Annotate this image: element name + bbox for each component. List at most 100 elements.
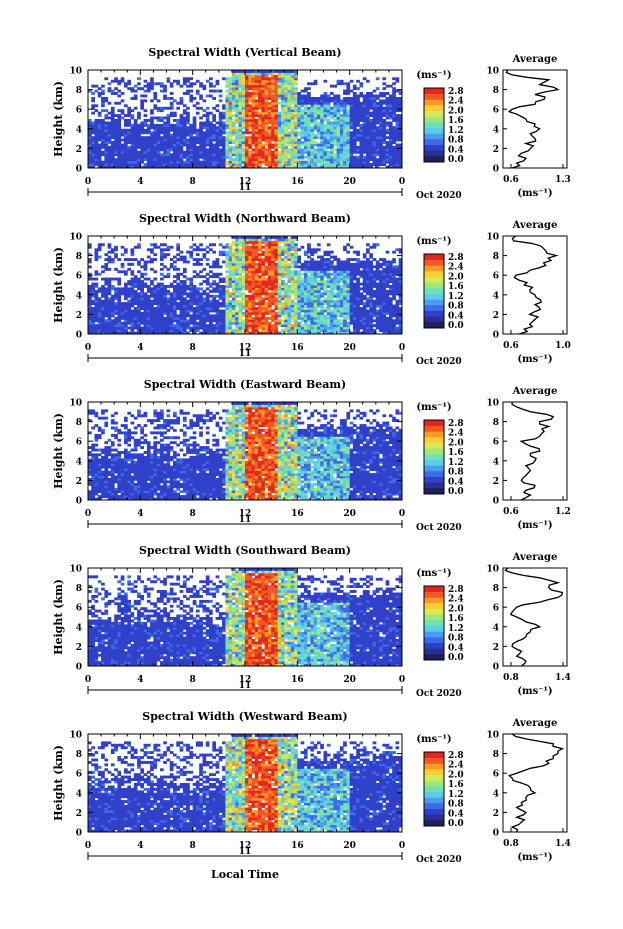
heatmap-cell (156, 158, 161, 162)
heatmap-cell (362, 121, 367, 125)
heatmap-cell (222, 126, 226, 130)
heatmap-cell (254, 258, 259, 261)
heatmap-cell (137, 82, 141, 86)
heatmap-cell (294, 111, 298, 115)
heatmap-cell (133, 245, 138, 249)
heatmap-cell (231, 316, 236, 320)
heatmap-cell (235, 314, 239, 318)
heatmap-cell (366, 163, 370, 166)
heatmap-cell (382, 77, 387, 81)
heatmap-cell (225, 99, 230, 103)
heatmap-cell (124, 165, 128, 169)
heatmap-cell (202, 145, 207, 149)
heatmap-cell (320, 121, 324, 125)
heatmap-cell (146, 82, 151, 86)
heatmap-cell (156, 307, 161, 310)
heatmap-cell (88, 302, 92, 305)
heatmap-cell (284, 316, 288, 320)
heatmap-cell (297, 265, 301, 269)
heatmap-cell (146, 160, 151, 164)
heatmap-cell (140, 104, 144, 108)
heatmap-cell (228, 265, 233, 269)
heatmap-cell (218, 324, 223, 328)
heatmap-cell (169, 123, 174, 127)
heatmap-cell (300, 143, 305, 147)
heatmap-cell (91, 153, 95, 157)
heatmap-cell (307, 304, 311, 308)
heatmap-cell (120, 289, 125, 293)
heatmap-cell (248, 258, 252, 261)
heatmap-cell (173, 324, 177, 328)
heatmap-cell (277, 294, 282, 298)
heatmap-cell (281, 143, 285, 147)
heatmap-cell (287, 150, 292, 154)
heatmap-cell (388, 116, 393, 120)
heatmap-cell (146, 131, 151, 135)
heatmap-cell (290, 106, 295, 110)
heatmap-cell (209, 304, 213, 308)
heatmap-cell (392, 160, 396, 164)
heatmap-cell (163, 136, 167, 140)
heatmap-cell (271, 82, 275, 86)
heatmap-cell (225, 89, 230, 93)
heatmap-cell (218, 289, 223, 293)
heatmap-cell (369, 101, 373, 105)
heatmap-cell (199, 133, 203, 137)
heatmap-cell (140, 94, 144, 98)
heatmap-cell (287, 240, 292, 244)
heatmap-cell (179, 84, 184, 88)
heatmap-cell (271, 150, 275, 154)
heatmap-cell (294, 79, 298, 83)
heatmap-cell (290, 74, 295, 78)
heatmap-cell (88, 163, 92, 166)
heatmap-cell (395, 119, 400, 122)
heatmap-cell (209, 302, 213, 305)
heatmap-cell (176, 148, 180, 152)
heatmap-cell (205, 133, 210, 137)
heatmap-cell (258, 97, 262, 100)
heatmap-cell (235, 277, 239, 281)
heatmap-cell (150, 267, 154, 271)
heatmap-cell (133, 97, 138, 100)
heatmap-cell (372, 150, 377, 154)
heatmap-cell (241, 153, 246, 157)
heatmap-cell (297, 294, 301, 298)
heatmap-cell (297, 260, 301, 264)
heatmap-cell (392, 165, 396, 169)
heatmap-cell (189, 280, 194, 283)
heatmap-cell (91, 163, 95, 166)
heatmap-cell (133, 163, 138, 166)
heatmap-cell (339, 121, 344, 125)
heatmap-cell (264, 148, 269, 152)
heatmap-cell (277, 94, 282, 98)
heatmap-cell (271, 158, 275, 162)
heatmap-cell (261, 148, 266, 152)
heatmap-cell (231, 285, 236, 288)
heatmap-cell (369, 155, 373, 159)
heatmap-cell (336, 116, 341, 120)
heatmap-cell (388, 165, 393, 169)
heatmap-cell (248, 97, 252, 100)
heatmap-cell (248, 165, 252, 169)
heatmap-cell (264, 265, 269, 269)
heatmap-cell (133, 94, 138, 98)
heatmap-cell (277, 265, 282, 269)
heatmap-cell (169, 285, 174, 288)
heatmap-cell (189, 136, 194, 140)
heatmap-cell (271, 311, 275, 315)
heatmap-cell (264, 326, 269, 330)
heatmap-cell (235, 243, 239, 247)
heatmap-cell (333, 155, 337, 159)
heatmap-cell (258, 331, 262, 335)
heatmap-cell (228, 304, 233, 308)
heatmap-cell (333, 133, 337, 137)
heatmap-cell (104, 292, 109, 296)
heatmap-cell (375, 101, 380, 105)
heatmap-cell (300, 94, 305, 98)
heatmap-cell (94, 119, 99, 122)
heatmap-cell (130, 123, 135, 127)
heatmap-cell (343, 119, 347, 122)
heatmap-cell (166, 309, 171, 313)
heatmap-cell (300, 123, 305, 127)
heatmap-cell (271, 126, 275, 130)
